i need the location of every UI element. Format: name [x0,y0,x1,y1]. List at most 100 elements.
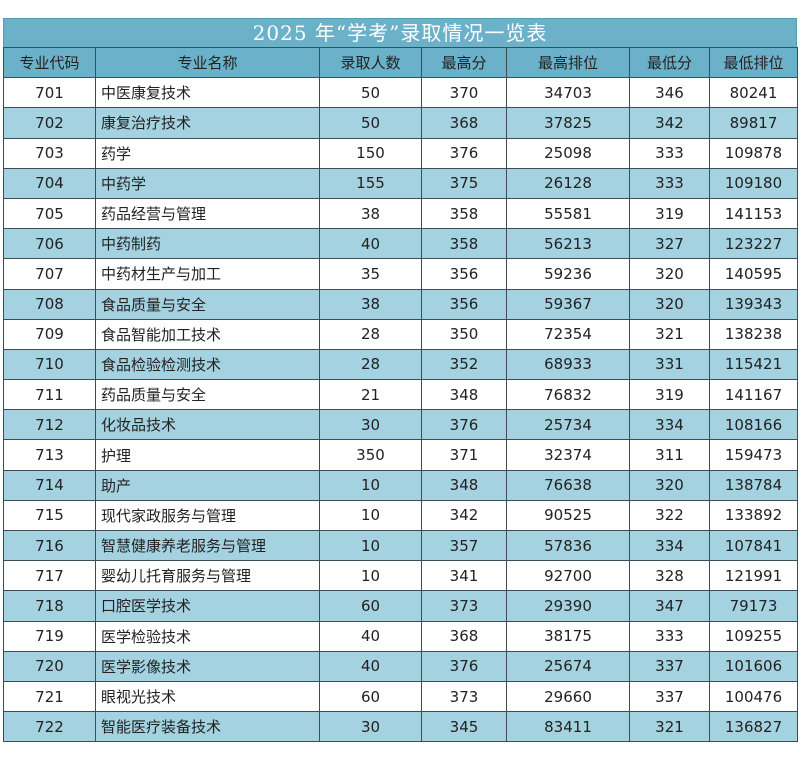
cell-highest-score: 350 [421,318,507,350]
table-row: 720 医学影像技术 40 376 25674 337 101606 [3,650,798,682]
cell-major-name: 眼视光技术 [95,680,320,713]
header-row: 专业代码 专业名称 录取人数 最高分 最高排位 最低分 最低排位 [3,46,798,79]
cell-lowest-rank: 139343 [709,288,798,320]
cell-major-name: 助产 [95,469,320,501]
table-row: 710 食品检验检测技术 28 352 68933 331 115421 [3,348,798,381]
cell-major-code: 702 [3,107,96,139]
table-row: 701 中医康复技术 50 370 34703 346 80241 [3,77,798,109]
cell-highest-rank: 76832 [506,379,630,411]
header-lowest-score: 最低分 [629,46,710,79]
cell-lowest-rank: 100476 [709,680,798,713]
cell-major-name: 婴幼儿托育服务与管理 [95,560,320,592]
cell-lowest-score: 333 [629,620,710,652]
cell-lowest-score: 320 [629,258,710,290]
cell-admitted-count: 35 [319,258,422,290]
cell-admitted-count: 21 [319,379,422,411]
cell-lowest-score: 328 [629,560,710,592]
cell-lowest-rank: 141153 [709,197,798,230]
cell-major-name: 药学 [95,137,320,169]
cell-highest-score: 345 [421,711,507,743]
cell-highest-score: 348 [421,379,507,411]
table-row: 719 医学检验技术 40 368 38175 333 109255 [3,620,798,652]
table-row: 708 食品质量与安全 38 356 59367 320 139343 [3,288,798,320]
cell-major-code: 722 [3,711,96,743]
cell-lowest-score: 333 [629,137,710,169]
cell-highest-rank: 55581 [506,197,630,230]
cell-major-code: 720 [3,650,96,682]
cell-admitted-count: 60 [319,590,422,622]
cell-lowest-rank: 138238 [709,318,798,350]
cell-lowest-score: 337 [629,650,710,682]
cell-lowest-rank: 109878 [709,137,798,169]
cell-highest-rank: 29390 [506,590,630,622]
cell-admitted-count: 28 [319,348,422,381]
cell-highest-score: 376 [421,650,507,682]
cell-highest-score: 348 [421,469,507,501]
cell-lowest-score: 319 [629,197,710,230]
cell-highest-rank: 25674 [506,650,630,682]
cell-highest-score: 358 [421,197,507,230]
cell-lowest-rank: 80241 [709,77,798,109]
cell-highest-score: 358 [421,228,507,260]
header-highest-score: 最高分 [421,46,507,79]
cell-major-code: 719 [3,620,96,652]
cell-highest-score: 375 [421,167,507,199]
cell-major-code: 721 [3,680,96,713]
cell-highest-score: 368 [421,107,507,139]
header-highest-rank: 最高排位 [506,46,630,79]
header-admitted-count: 录取人数 [319,46,422,79]
cell-major-name: 中药制药 [95,228,320,260]
cell-major-code: 717 [3,560,96,592]
cell-admitted-count: 350 [319,439,422,471]
cell-highest-score: 357 [421,529,507,562]
cell-highest-rank: 34703 [506,77,630,109]
cell-highest-rank: 57836 [506,529,630,562]
cell-highest-score: 373 [421,590,507,622]
table-row: 717 婴幼儿托育服务与管理 10 341 92700 328 121991 [3,560,798,592]
cell-highest-rank: 56213 [506,228,630,260]
table-row: 721 眼视光技术 60 373 29660 337 100476 [3,680,798,713]
cell-major-name: 护理 [95,439,320,471]
admission-table: 专业代码 专业名称 录取人数 最高分 最高排位 最低分 最低排位 701 中医康复… [3,46,798,743]
cell-lowest-rank: 89817 [709,107,798,139]
table-row: 714 助产 10 348 76638 320 138784 [3,469,798,501]
cell-highest-score: 356 [421,288,507,320]
cell-admitted-count: 10 [319,529,422,562]
cell-lowest-score: 322 [629,499,710,532]
cell-lowest-score: 333 [629,167,710,199]
cell-highest-rank: 59236 [506,258,630,290]
cell-highest-score: 356 [421,258,507,290]
cell-lowest-rank: 108166 [709,409,798,441]
cell-highest-rank: 29660 [506,680,630,713]
cell-highest-rank: 26128 [506,167,630,199]
table-row: 713 护理 350 371 32374 311 159473 [3,439,798,471]
cell-lowest-score: 334 [629,409,710,441]
table-row: 711 药品质量与安全 21 348 76832 319 141167 [3,379,798,411]
cell-major-code: 705 [3,197,96,230]
cell-major-code: 709 [3,318,96,350]
cell-highest-score: 370 [421,77,507,109]
cell-lowest-rank: 159473 [709,439,798,471]
cell-major-name: 药品质量与安全 [95,379,320,411]
cell-admitted-count: 10 [319,469,422,501]
cell-lowest-score: 319 [629,379,710,411]
cell-highest-rank: 25734 [506,409,630,441]
cell-admitted-count: 60 [319,680,422,713]
cell-highest-rank: 68933 [506,348,630,381]
cell-major-code: 710 [3,348,96,381]
table-title: 2025 年“学考”录取情况一览表 [3,18,797,47]
table-row: 706 中药制药 40 358 56213 327 123227 [3,228,798,260]
cell-major-name: 康复治疗技术 [95,107,320,139]
cell-lowest-score: 342 [629,107,710,139]
cell-major-code: 707 [3,258,96,290]
cell-major-code: 704 [3,167,96,199]
cell-admitted-count: 10 [319,560,422,592]
cell-lowest-rank: 141167 [709,379,798,411]
table-row: 716 智慧健康养老服务与管理 10 357 57836 334 107841 [3,529,798,562]
cell-lowest-rank: 101606 [709,650,798,682]
cell-admitted-count: 30 [319,711,422,743]
cell-lowest-rank: 123227 [709,228,798,260]
table-row: 715 现代家政服务与管理 10 342 90525 322 133892 [3,499,798,532]
cell-major-name: 食品质量与安全 [95,288,320,320]
cell-major-name: 口腔医学技术 [95,590,320,622]
